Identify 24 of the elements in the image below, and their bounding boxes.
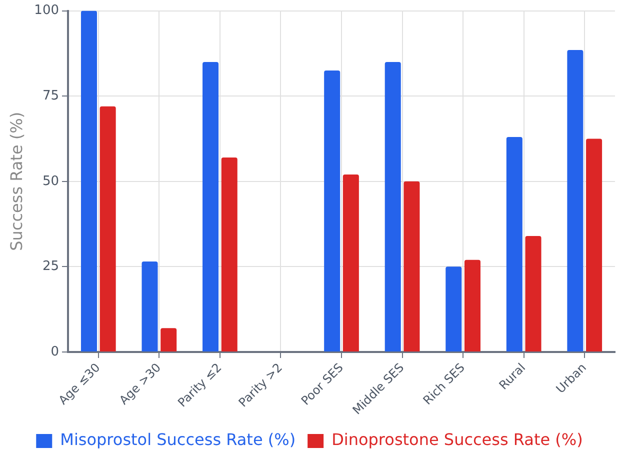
bar [404,181,420,352]
bar [506,137,522,352]
bar [446,266,462,352]
y-axis-title: Success Rate (%) [6,112,26,251]
bar [342,174,359,352]
bar [142,262,158,352]
bar [324,70,340,352]
bar [384,62,401,352]
y-tick-label: 100 [34,3,60,18]
bar [567,50,584,352]
bar [586,138,602,352]
y-tick-label: 50 [42,174,60,189]
bar [100,106,116,352]
bar [160,328,177,352]
bar [221,158,238,352]
bar [202,62,219,352]
legend-label: Misoprostol Success Rate (%) [60,430,296,450]
y-tick-label: 25 [42,259,60,274]
y-tick-label: 75 [42,88,60,104]
bar [80,10,97,352]
bar [525,236,542,352]
bar [464,260,480,352]
y-tick-label: 0 [50,344,60,360]
legend-label: Dinoprostone Success Rate (%) [332,430,583,450]
